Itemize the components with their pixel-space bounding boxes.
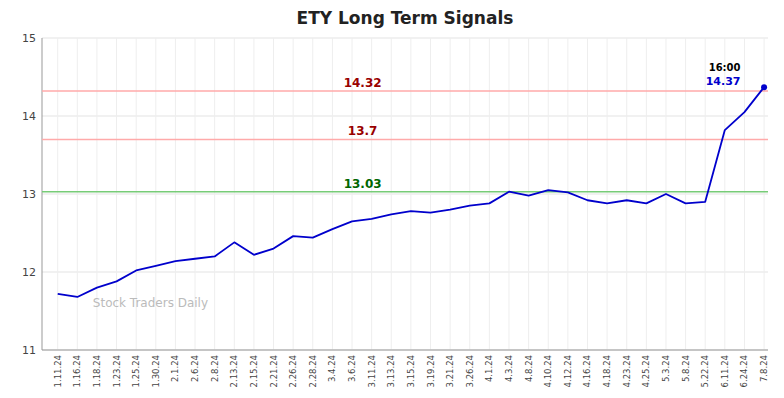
- x-tick-label: 4.16.24: [582, 355, 592, 387]
- last-label: 16:00: [709, 62, 741, 73]
- x-tick-label: 4.3.24: [504, 355, 514, 382]
- x-tick-label: 3.21.24: [445, 355, 455, 387]
- grid: [42, 38, 768, 350]
- x-grid-line: [312, 38, 313, 350]
- x-tick-label: 3.19.24: [426, 355, 436, 387]
- reference-line: [42, 90, 768, 92]
- y-tick-label: 12: [22, 266, 36, 279]
- x-grid-line: [489, 38, 490, 350]
- x-tick-label: 2.8.24: [210, 355, 220, 382]
- x-tick-label: 3.26.24: [465, 355, 475, 387]
- watermark: Stock Traders Daily: [93, 296, 208, 310]
- x-tick-label: 2.28.24: [308, 355, 318, 387]
- x-tick-label: 2.15.24: [249, 355, 259, 387]
- x-tick-label: 3.11.24: [367, 355, 377, 387]
- x-tick-label: 2.1.24: [170, 355, 180, 382]
- reference-line: [42, 139, 768, 141]
- x-tick-label: 3.6.24: [347, 355, 357, 382]
- x-tick-label: 2.21.24: [269, 355, 279, 387]
- x-tick-label: 1.18.24: [92, 355, 102, 387]
- plot-area: [42, 84, 768, 297]
- x-grid-line: [646, 38, 647, 350]
- x-grid-line: [332, 38, 333, 350]
- reference-label: 13.03: [344, 177, 382, 191]
- x-tick-label: 2.6.24: [190, 355, 200, 382]
- y-tick-label: 15: [22, 32, 36, 45]
- x-grid-line: [685, 38, 686, 350]
- x-tick-label: 4.25.24: [641, 355, 651, 387]
- x-tick-label: 1.25.24: [131, 355, 141, 387]
- chart: ETY Long Term Signals 11 12 13 14 15 1.11.24 1.…: [0, 0, 784, 398]
- x-tick-label: 6.11.24: [720, 355, 730, 387]
- y-tick-label: 13: [22, 188, 36, 201]
- x-tick-label: 3.4.24: [327, 355, 337, 382]
- x-tick-label: 1.30.24: [151, 355, 161, 387]
- title: ETY Long Term Signals: [297, 8, 514, 28]
- x-grid-line: [234, 38, 235, 350]
- y-grid-line: [42, 38, 768, 39]
- x-tick-label: 4.1.24: [484, 355, 494, 382]
- x-grid-line: [57, 38, 58, 350]
- x-tick-label: 4.23.24: [622, 355, 632, 387]
- y-axis: [42, 38, 43, 350]
- x-grid-line: [626, 38, 627, 350]
- x-tick-label: 5.8.24: [681, 355, 691, 382]
- x-tick-label: 4.12.24: [563, 355, 573, 387]
- x-grid-line: [587, 38, 588, 350]
- x-grid-line: [214, 38, 215, 350]
- x-grid-line: [391, 38, 392, 350]
- x-tick-label: 2.26.24: [288, 355, 298, 387]
- x-grid-line: [293, 38, 294, 350]
- x-tick-label: 3.13.24: [386, 355, 396, 387]
- y-grid-line: [42, 272, 768, 273]
- x-grid-line: [528, 38, 529, 350]
- x-grid-line: [744, 38, 745, 350]
- last-value: 14.37: [706, 75, 741, 88]
- x-tick-label: 4.8.24: [524, 355, 534, 382]
- y-tick-label: 14: [22, 110, 36, 123]
- x-tick-label: 4.18.24: [602, 355, 612, 387]
- x-tick-label: 5.22.24: [700, 355, 710, 387]
- x-tick-label: 1.11.24: [53, 355, 63, 387]
- x-grid-line: [607, 38, 608, 350]
- x-grid-line: [469, 38, 470, 350]
- reference-label: 14.32: [344, 76, 382, 90]
- y-tick-label: 11: [22, 344, 36, 357]
- x-grid-line: [567, 38, 568, 350]
- x-tick-label: 1.23.24: [112, 355, 122, 387]
- x-tick-label: 2.13.24: [229, 355, 239, 387]
- line: [58, 87, 764, 297]
- x-grid-line: [450, 38, 451, 350]
- x-tick-label: 3.15.24: [406, 355, 416, 387]
- x-tick-label: 7.8.24: [759, 355, 769, 382]
- y-grid-line: [42, 116, 768, 117]
- x-grid-line: [273, 38, 274, 350]
- x-axis: [42, 350, 768, 351]
- x-grid-line: [548, 38, 549, 350]
- x-tick-label: 1.16.24: [72, 355, 82, 387]
- y-grid-line: [42, 194, 768, 195]
- x-tick-label: 4.10.24: [543, 355, 553, 387]
- x-grid-line: [253, 38, 254, 350]
- x-grid-line: [410, 38, 411, 350]
- reference-line: [42, 191, 768, 193]
- x-grid-line: [508, 38, 509, 350]
- x-grid-line: [430, 38, 431, 350]
- x-tick-label: 6.24.24: [739, 355, 749, 387]
- reference-label: 13.7: [348, 124, 378, 138]
- end-marker: [761, 84, 767, 90]
- x-tick-label: 5.3.24: [661, 355, 671, 382]
- y-grid-line: [42, 350, 768, 351]
- x-grid-line: [77, 38, 78, 350]
